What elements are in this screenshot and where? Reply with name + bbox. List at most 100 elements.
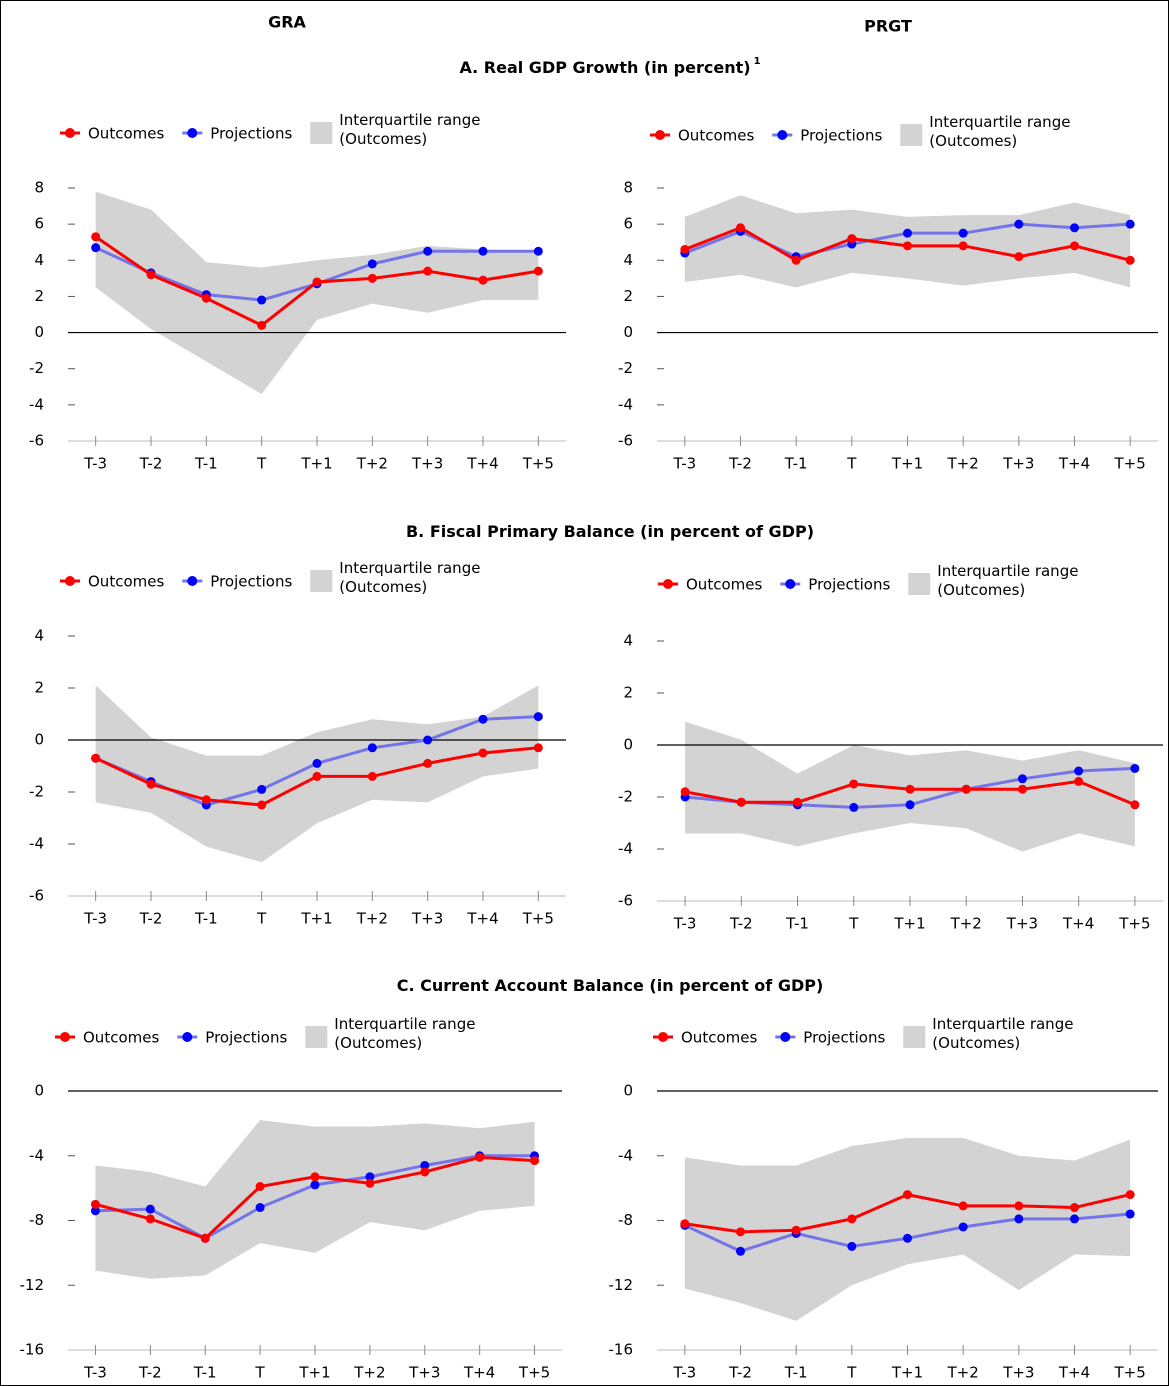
- legend-label: Projections: [808, 576, 890, 594]
- y-tick-label: 4: [623, 632, 633, 650]
- series-point: [90, 1199, 100, 1209]
- x-tick-label: T-3: [83, 455, 107, 473]
- series-point: [736, 223, 745, 233]
- x-tick-label: T-2: [139, 910, 163, 928]
- series-point: [958, 241, 968, 251]
- y-tick-label: -8: [618, 1211, 633, 1229]
- legend-label: Outcomes: [681, 1029, 757, 1047]
- x-tick-label: T-3: [672, 1364, 696, 1382]
- x-tick-label: T+5: [518, 1364, 550, 1382]
- y-tick-label: 8: [623, 179, 633, 197]
- series-point: [847, 234, 857, 244]
- y-tick-label: 0: [34, 1082, 44, 1100]
- series-point: [200, 1233, 210, 1243]
- legend-label: Interquartile range (Outcomes): [932, 1015, 1074, 1052]
- section-title-text: C. Current Account Balance (in percent o…: [397, 976, 824, 995]
- y-tick-label: -4: [29, 395, 44, 413]
- x-tick-label: T+1: [300, 910, 332, 928]
- series-point: [1074, 776, 1084, 786]
- legend-swatch: [900, 124, 923, 146]
- series-point: [145, 1204, 155, 1214]
- series-point: [793, 797, 803, 807]
- legend-label: Interquartile range (Outcomes): [334, 1015, 476, 1052]
- y-tick-label: -12: [609, 1276, 634, 1294]
- y-tick-label: -4: [618, 395, 633, 413]
- legend-label: Interquartile range (Outcomes): [339, 111, 481, 148]
- legend-marker: [658, 1032, 668, 1042]
- x-tick-label: T+4: [463, 1364, 495, 1382]
- legend-label: Interquartile range (Outcomes): [929, 113, 1071, 150]
- series-point: [530, 1156, 540, 1166]
- x-tick-label: T+3: [1002, 1364, 1034, 1382]
- series-point: [958, 1201, 968, 1211]
- series-point: [533, 246, 543, 256]
- series-point: [310, 1180, 320, 1190]
- x-tick-label: T+3: [408, 1364, 440, 1382]
- series-point: [736, 1246, 745, 1256]
- series-point: [91, 243, 101, 253]
- x-tick-label: T+1: [300, 455, 332, 473]
- series-point: [423, 758, 433, 768]
- y-tick-label: -4: [29, 1146, 44, 1164]
- series-point: [423, 735, 433, 745]
- series-point: [367, 273, 377, 283]
- series-point: [1017, 774, 1027, 784]
- x-tick-label: T+2: [356, 455, 388, 473]
- x-tick-label: T+3: [1006, 915, 1038, 933]
- series-point: [257, 295, 267, 305]
- x-tick-label: T+3: [411, 455, 443, 473]
- series-point: [255, 1203, 265, 1213]
- section-title-text: B. Fiscal Primary Balance (in percent of…: [406, 522, 814, 541]
- series-point: [365, 1178, 375, 1188]
- legend-swatch: [908, 573, 931, 595]
- y-tick-label: 4: [34, 627, 44, 645]
- series-point: [1014, 1201, 1024, 1211]
- series-point: [201, 293, 211, 303]
- series-point: [312, 758, 322, 768]
- series-point: [736, 1227, 745, 1237]
- y-tick-label: -2: [29, 359, 44, 377]
- section-title: A. Real GDP Growth (in percent) 1: [459, 56, 760, 77]
- y-tick-label: 0: [623, 736, 633, 754]
- y-tick-label: 2: [34, 679, 44, 697]
- y-tick-label: 2: [34, 287, 44, 305]
- y-tick-label: -6: [29, 887, 44, 905]
- series-point: [1070, 223, 1079, 233]
- series-point: [903, 1233, 912, 1243]
- y-tick-label: 0: [623, 1082, 633, 1100]
- x-tick-label: T-1: [194, 455, 218, 473]
- series-point: [145, 1214, 155, 1224]
- legend-label: Outcomes: [83, 1029, 159, 1047]
- legend-label: Projections: [800, 127, 882, 145]
- series-point: [1125, 255, 1135, 265]
- x-tick-label: T+5: [1118, 915, 1150, 933]
- series-point: [1130, 763, 1140, 773]
- legend-marker: [65, 576, 75, 586]
- series-point: [312, 277, 322, 287]
- y-tick-label: -4: [29, 835, 44, 853]
- series-point: [958, 228, 968, 238]
- series-point: [958, 1222, 968, 1232]
- series-point: [847, 1241, 857, 1251]
- series-point: [255, 1182, 265, 1192]
- x-tick-label: T+1: [893, 915, 925, 933]
- legend-marker: [182, 1032, 193, 1042]
- series-point: [903, 228, 912, 238]
- section-title-text: A. Real GDP Growth (in percent): [459, 58, 750, 77]
- series-point: [903, 1190, 912, 1200]
- series-point: [1070, 1214, 1079, 1224]
- series-point: [312, 771, 322, 781]
- y-tick-label: -2: [29, 783, 44, 801]
- x-tick-label: T-2: [728, 1364, 752, 1382]
- title-note: 1: [754, 56, 761, 67]
- y-tick-label: 2: [623, 684, 633, 702]
- y-tick-label: -8: [29, 1211, 44, 1229]
- series-point: [146, 270, 156, 280]
- x-tick-label: T: [256, 455, 267, 473]
- legend-range-box: Interquartile range (Outcomes): [937, 562, 1078, 599]
- x-tick-label: T: [255, 1364, 266, 1382]
- y-tick-label: 6: [623, 215, 633, 233]
- legend-marker: [60, 1032, 70, 1042]
- series-point: [475, 1152, 485, 1162]
- legend-swatch: [310, 122, 333, 144]
